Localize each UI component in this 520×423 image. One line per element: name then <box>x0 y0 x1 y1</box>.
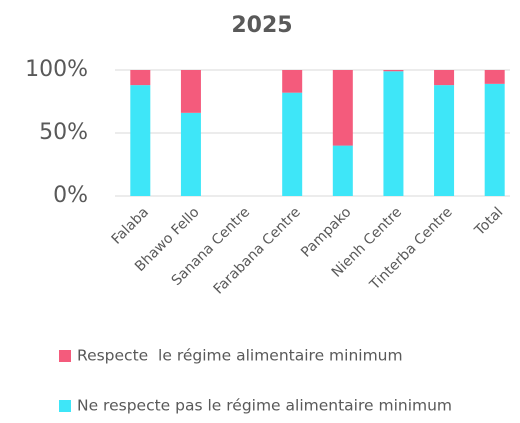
bar-segment <box>130 85 151 196</box>
bar-segment <box>130 70 151 86</box>
bar-segment <box>383 71 404 196</box>
bar-segment <box>180 70 201 113</box>
legend-swatch <box>59 350 71 362</box>
bar-segment <box>434 70 455 86</box>
bar-segment <box>332 70 353 146</box>
x-tick-label: Farabana Centre <box>211 204 304 297</box>
y-tick-label: 0% <box>53 183 88 208</box>
y-tick-label: 100% <box>25 57 88 82</box>
bar-segment <box>383 70 404 72</box>
bar-segment <box>434 85 455 196</box>
bar-segment <box>484 70 505 84</box>
bar-segment <box>282 70 303 93</box>
chart-title: 2025 <box>231 13 292 38</box>
y-tick-label: 50% <box>39 120 88 145</box>
bar-segment <box>282 92 303 196</box>
x-tick-label: Falaba <box>109 204 152 247</box>
bar-segment <box>332 145 353 196</box>
legend-swatch <box>59 400 71 412</box>
legend-label: Respecte le régime alimentaire minimum <box>77 347 403 365</box>
bar-segment <box>484 83 505 196</box>
bar-segment <box>180 112 201 196</box>
x-tick-label: Total <box>471 204 506 239</box>
legend-label: Ne respecte pas le régime alimentaire mi… <box>77 397 452 415</box>
